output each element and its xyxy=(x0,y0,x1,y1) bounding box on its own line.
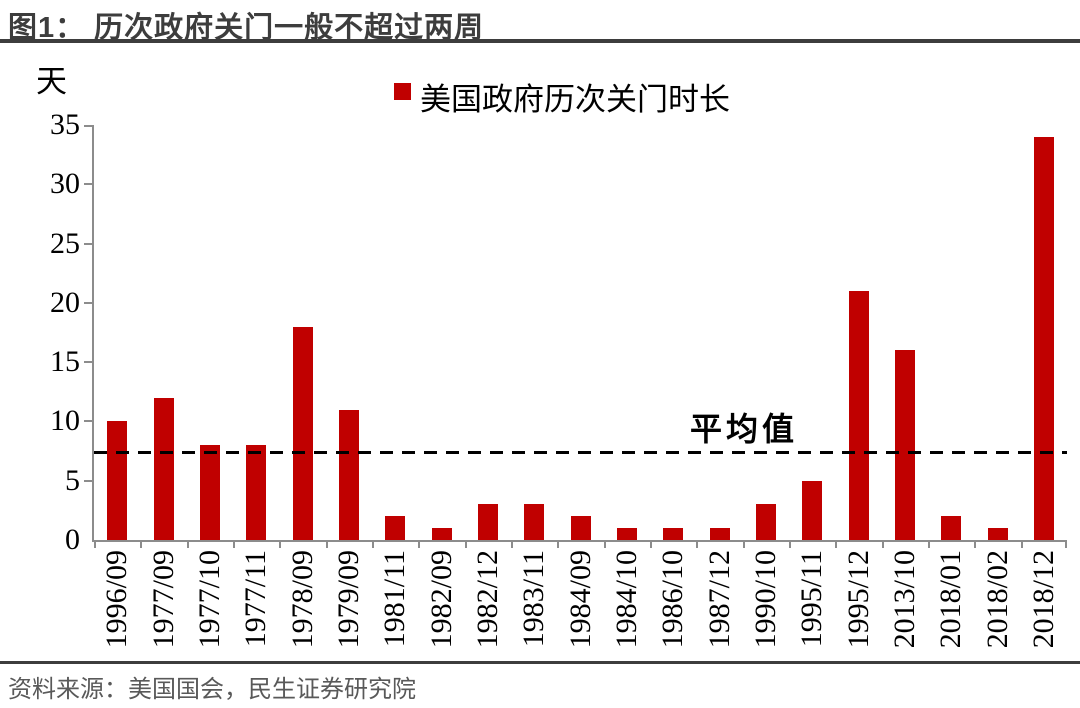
x-axis-tick-mark xyxy=(1065,540,1067,548)
x-axis-category-label: 1990/10 xyxy=(748,550,782,649)
figure-title: 图1： 历次政府关门一般不超过两周 xyxy=(8,12,485,44)
y-axis-tick-mark xyxy=(84,183,92,186)
x-axis-category-label: 1987/12 xyxy=(702,550,736,649)
average-dashed-line xyxy=(94,451,1067,455)
y-axis-tick-mark xyxy=(84,361,92,364)
y-axis-tick-mark xyxy=(84,420,92,423)
bar xyxy=(941,516,962,540)
bar xyxy=(1033,136,1054,540)
x-axis-tick-mark xyxy=(696,540,699,548)
x-axis-tick-mark xyxy=(650,540,652,548)
x-axis-tick-mark xyxy=(511,540,513,548)
bar xyxy=(385,516,406,540)
x-axis-tick-mark xyxy=(233,540,235,548)
bar xyxy=(987,528,1008,540)
x-axis-category-label: 2018/01 xyxy=(934,550,968,649)
x-axis-tick-mark xyxy=(603,540,606,548)
bar xyxy=(616,528,637,540)
x-axis-tick-mark xyxy=(1020,540,1023,548)
bar xyxy=(431,528,452,540)
source-note: 资料来源：美国国会，民生证券研究院 xyxy=(8,676,416,703)
x-axis-category-label: 1995/11 xyxy=(795,550,829,648)
x-axis-tick-mark xyxy=(974,540,977,548)
y-axis-tick-mark xyxy=(84,479,92,482)
y-axis-tick-mark xyxy=(84,301,92,304)
y-axis-tick-mark xyxy=(84,125,92,127)
bar xyxy=(477,504,498,540)
y-axis-tick-label: 20 xyxy=(50,285,80,319)
average-line-label: 平均值 xyxy=(690,411,799,447)
bar xyxy=(338,409,359,540)
y-axis-tick-label: 25 xyxy=(50,226,80,260)
legend-swatch-icon xyxy=(394,83,411,100)
bar xyxy=(570,516,591,540)
x-axis-tick-mark xyxy=(140,540,143,548)
x-axis-category-label: 1982/12 xyxy=(470,550,504,649)
plot-area: 平均值 0 5 10 15 20 25 30 35 1996/09 1977/09 1977/10 1… xyxy=(50,109,1067,648)
x-axis-category-label: 2013/10 xyxy=(887,550,921,649)
chart-legend: 美国政府历次关门时长 xyxy=(394,74,730,119)
bar xyxy=(848,291,869,540)
x-axis-category-label: 1977/11 xyxy=(239,550,273,648)
x-axis-tick-mark xyxy=(325,540,328,548)
x-axis-category-label: 1977/09 xyxy=(146,550,180,649)
x-axis-category-label: 1978/09 xyxy=(285,550,319,649)
x-axis-category-label: 1995/12 xyxy=(841,550,875,649)
x-axis-tick-mark xyxy=(372,540,374,548)
y-axis-tick-label: 15 xyxy=(50,345,80,379)
y-axis-tick-label: 30 xyxy=(50,167,80,201)
legend-label: 美国政府历次关门时长 xyxy=(420,82,730,117)
x-axis-tick-mark xyxy=(742,540,745,548)
bar xyxy=(663,528,684,540)
x-axis-tick-mark xyxy=(464,540,467,548)
bar xyxy=(246,445,267,540)
bar xyxy=(199,445,220,540)
x-axis-tick-mark xyxy=(789,540,791,548)
title-divider xyxy=(0,39,1080,43)
x-axis-category-label: 1986/10 xyxy=(656,550,690,649)
y-axis-tick-label: 0 xyxy=(65,523,80,556)
bar xyxy=(292,326,313,540)
x-axis-tick-mark xyxy=(835,540,838,548)
bar xyxy=(153,397,174,540)
x-axis-category-label: 1977/10 xyxy=(192,550,226,649)
x-axis-category-label: 1982/09 xyxy=(424,550,458,649)
x-axis-category-label: 1984/10 xyxy=(609,550,643,649)
x-axis-category-label: 1996/09 xyxy=(100,550,134,649)
bar xyxy=(802,480,823,540)
y-axis-unit-label: 天 xyxy=(36,64,67,99)
x-axis-category-label: 1979/09 xyxy=(331,550,365,649)
footer-divider xyxy=(0,661,1080,664)
bar xyxy=(894,350,915,540)
y-axis-tick-label: 35 xyxy=(50,108,80,141)
x-axis-category-label: 1983/11 xyxy=(517,550,551,648)
x-axis-category-label: 1981/11 xyxy=(378,550,412,648)
y-axis-tick-mark xyxy=(84,242,92,245)
x-axis-tick-mark xyxy=(186,540,189,548)
x-axis-tick-mark xyxy=(279,540,282,548)
bar xyxy=(524,504,545,540)
bar xyxy=(107,421,128,540)
x-axis-tick-mark xyxy=(94,540,96,548)
y-axis-tick-label: 10 xyxy=(50,404,80,438)
x-axis-tick-mark xyxy=(881,540,884,548)
y-axis-tick-label: 5 xyxy=(65,463,80,497)
x-axis-category-label: 1984/09 xyxy=(563,550,597,649)
x-axis-tick-mark xyxy=(928,540,930,548)
x-axis-tick-mark xyxy=(557,540,560,548)
x-axis-category-label: 2018/02 xyxy=(980,550,1014,649)
bar xyxy=(709,528,730,540)
x-axis-tick-mark xyxy=(418,540,421,548)
bar xyxy=(755,504,776,540)
x-axis-category-label: 2018/12 xyxy=(1026,550,1060,649)
